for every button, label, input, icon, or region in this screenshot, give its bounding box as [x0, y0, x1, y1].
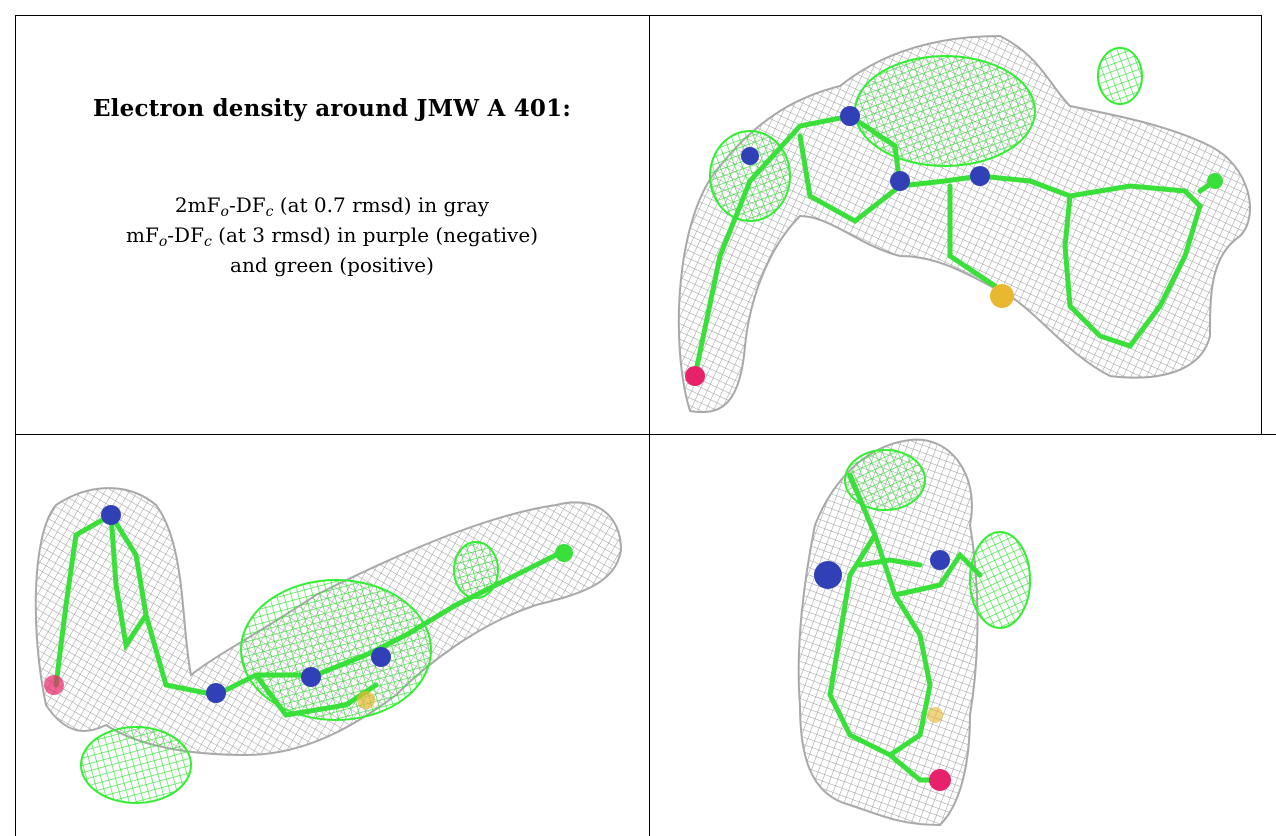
middle-border [15, 434, 1276, 435]
density-image-bottom-left [34, 487, 623, 804]
nitrogen-atom [930, 550, 950, 570]
density-image-bottom-right [797, 438, 1031, 827]
sulfur-atom [990, 284, 1014, 308]
nitrogen-atom [741, 147, 759, 165]
ligand-bonds [692, 113, 1218, 379]
nitrogen-atom [814, 561, 842, 589]
carbon-atom [1207, 173, 1223, 189]
green-mesh-blob [709, 130, 791, 222]
nitrogen-atom [371, 647, 391, 667]
right-border [1261, 15, 1262, 434]
oxygen-atom [44, 675, 64, 695]
legend-line-positive: and green (positive) [230, 253, 434, 277]
green-mesh-blob [80, 726, 192, 804]
nitrogen-atom [970, 166, 990, 186]
legend-line-gray: 2mFo-DFc (at 0.7 rmsd) in gray [174, 193, 490, 220]
left-border [15, 15, 16, 836]
nitrogen-atom [101, 505, 121, 525]
carbon-atom [555, 544, 573, 562]
nitrogen-atom [890, 171, 910, 191]
caption-legend: 2mFo-DFc (at 0.7 rmsd) in gray mFo-DFc (… [126, 190, 538, 280]
caption-title: Electron density around JMW A 401: [92, 95, 572, 122]
legend-line-difference: mFo-DFc (at 3 rmsd) in purple (negative) [126, 223, 538, 250]
green-mesh-blob [844, 449, 926, 511]
density-image-top-right [677, 34, 1251, 414]
density-view-bottom-left [16, 435, 649, 836]
oxygen-atom [929, 769, 951, 791]
gray-mesh-surface [677, 34, 1251, 414]
gray-mesh-surface [797, 438, 979, 827]
sulfur-atom [927, 707, 943, 723]
green-mesh-blob [1097, 47, 1143, 105]
sulfur-atom [357, 691, 375, 709]
center-divider [649, 15, 650, 836]
nitrogen-atom [206, 683, 226, 703]
green-mesh-blob [969, 531, 1031, 629]
density-view-top-right [650, 16, 1261, 434]
caption-cell: Electron density around JMW A 401: 2mFo-… [15, 15, 649, 434]
green-mesh-blob [453, 541, 499, 599]
top-border [15, 15, 1261, 16]
nitrogen-atom [840, 106, 860, 126]
nitrogen-atom [301, 667, 321, 687]
ligand-bonds [827, 472, 983, 783]
density-view-bottom-right [650, 435, 1276, 836]
green-mesh-blob [854, 55, 1036, 167]
green-mesh-blob [240, 579, 432, 721]
oxygen-atom [685, 366, 705, 386]
